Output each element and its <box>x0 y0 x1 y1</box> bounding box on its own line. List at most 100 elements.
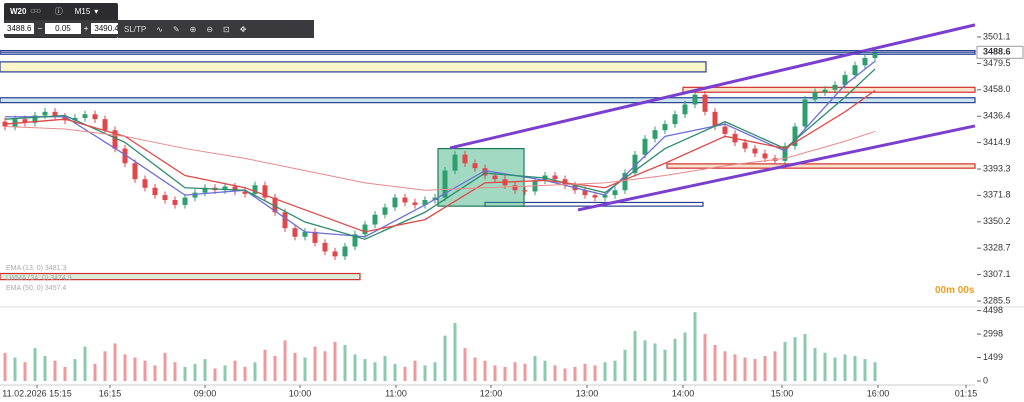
legend-entry: LWMA (34, 0) 3474.9 <box>6 275 72 282</box>
candle-body <box>282 212 288 229</box>
toolbar-extra: SL/TP ∿ ✎ ⊕ ⊖ ⊡ ✥ <box>118 20 314 38</box>
candle-body <box>362 224 368 235</box>
candle-body <box>672 114 678 125</box>
candle-body <box>482 168 488 176</box>
candle-body <box>462 154 468 164</box>
x-tick-label: 10:00 <box>289 388 312 398</box>
y-tick-label: 3328.7 <box>983 243 1011 253</box>
candle-body <box>52 111 58 117</box>
candle-body <box>632 154 638 174</box>
volume-bar <box>3 352 7 381</box>
volume-bar <box>433 362 437 381</box>
zoom-in-icon[interactable]: ⊕ <box>189 24 197 34</box>
last-price-box <box>976 45 1024 59</box>
x-tick-label: 13:00 <box>576 388 599 398</box>
candle-body <box>382 207 388 215</box>
candle-body <box>472 163 478 169</box>
ma-line <box>4 89 876 233</box>
draw-icon[interactable]: ✎ <box>172 24 180 34</box>
volume-bar <box>843 354 847 381</box>
ask-price[interactable]: 3490.4 <box>91 23 122 34</box>
candle-body <box>82 114 88 118</box>
candle-body <box>792 126 798 147</box>
volume-bar <box>313 346 317 381</box>
volume-bar <box>623 349 627 381</box>
volume-bar <box>783 341 787 381</box>
volume-bar <box>453 323 457 381</box>
volume-bar <box>763 355 767 381</box>
volume-bar <box>643 340 647 381</box>
candle-body <box>832 84 838 90</box>
candle-body <box>742 142 748 149</box>
candle-body <box>392 197 398 208</box>
candle-body <box>812 92 818 100</box>
sltp-button[interactable]: SL/TP <box>124 24 147 34</box>
candle-body <box>682 104 688 115</box>
candle-body <box>802 99 808 127</box>
volume-bar <box>423 365 427 381</box>
volume-bar <box>773 351 777 381</box>
candle-body <box>522 190 528 192</box>
candle-body <box>152 187 158 196</box>
candle-body <box>722 126 728 134</box>
y-tick-label: 3285.5 <box>983 295 1011 305</box>
y-tick-label: 3436.4 <box>983 111 1011 121</box>
symbol[interactable]: W20 <box>10 7 27 16</box>
candle-body <box>202 187 208 193</box>
plus-button[interactable]: + <box>83 24 89 33</box>
candle-body <box>122 148 128 164</box>
volume-bar <box>233 360 237 381</box>
volume-bar <box>273 355 277 381</box>
trade-toolbar: W20 CFD ⓘ M15 ▾ 3488.6 − 0.05 + 3490.4 <box>4 3 122 38</box>
volume-bar <box>823 352 827 381</box>
volume-bar <box>213 368 217 381</box>
candle-body <box>92 114 98 120</box>
countdown: 00m 00s <box>935 285 975 296</box>
move-icon[interactable]: ✥ <box>239 24 247 34</box>
volume-bar <box>753 359 757 381</box>
volume-bar <box>583 363 587 381</box>
volume-bar <box>533 355 537 381</box>
dropdown-arrow[interactable]: ▾ <box>94 7 99 16</box>
x-tick-label: 15:00 <box>771 388 794 398</box>
indicator-icon[interactable]: ∿ <box>156 24 163 34</box>
bid-price[interactable]: 3488.6 <box>4 23 35 34</box>
y2-tick-label: 0 <box>983 375 988 385</box>
lot-size[interactable]: 0.05 <box>45 23 81 34</box>
candle-body <box>552 175 558 180</box>
volume-bar <box>103 351 107 381</box>
candle-body <box>112 130 118 149</box>
zoom-out-icon[interactable]: ⊖ <box>206 24 214 34</box>
info-icon[interactable]: ⓘ <box>54 7 63 16</box>
candle-body <box>132 163 138 180</box>
volume-bar <box>663 349 667 381</box>
candle-body <box>42 111 48 116</box>
candle-body <box>612 190 618 196</box>
candle-body <box>412 202 418 205</box>
minus-button[interactable]: − <box>37 24 43 33</box>
volume-bar <box>393 363 397 381</box>
volume-bar <box>123 354 127 381</box>
volume-bar <box>53 360 57 381</box>
volume-bar <box>463 348 467 381</box>
x-tick-label: 14:00 <box>672 388 695 398</box>
timeframe[interactable]: M15 <box>74 7 91 16</box>
candle-body <box>172 200 178 205</box>
volume-bar <box>413 360 417 381</box>
volume-bar <box>243 366 247 381</box>
volume-bar <box>113 343 117 381</box>
volume-bar <box>543 360 547 381</box>
candle-body <box>22 119 28 123</box>
volume-bar <box>363 359 367 381</box>
candle-body <box>652 130 658 139</box>
volume-bar <box>293 352 297 381</box>
y-tick-label: 3458.0 <box>983 84 1011 94</box>
fit-icon[interactable]: ⊡ <box>223 24 230 34</box>
volume-bar <box>633 330 637 381</box>
volume-bar <box>573 366 577 381</box>
candle-body <box>252 185 258 194</box>
volume-bar <box>873 362 877 381</box>
volume-bar <box>653 343 657 381</box>
zone <box>0 272 361 281</box>
